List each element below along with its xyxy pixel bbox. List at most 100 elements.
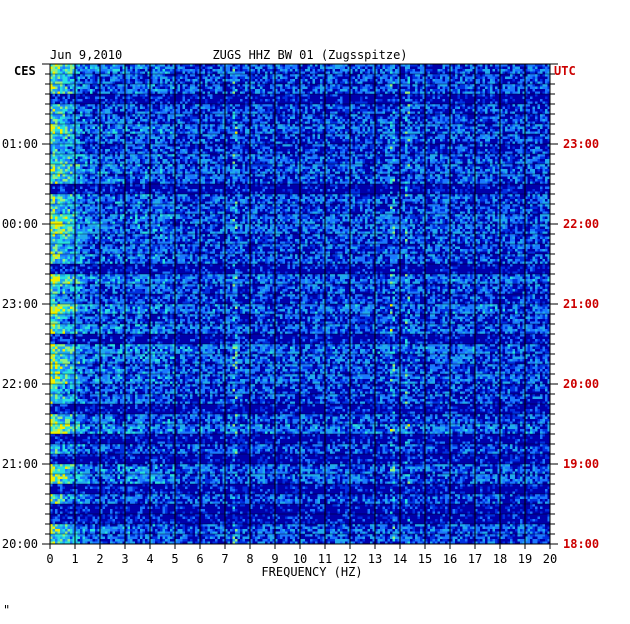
heatmap-cell xyxy=(430,116,433,119)
heatmap-cell xyxy=(257,136,260,139)
heatmap-cell xyxy=(452,89,455,92)
heatmap-cell xyxy=(112,101,115,104)
heatmap-cell xyxy=(130,121,133,124)
heatmap-cell xyxy=(162,71,165,74)
heatmap-cell xyxy=(237,156,240,159)
heatmap-cell xyxy=(530,81,533,84)
heatmap-cell xyxy=(447,66,450,69)
heatmap-cell xyxy=(507,151,510,154)
heatmap-cell xyxy=(397,69,400,72)
heatmap-cell xyxy=(65,131,68,134)
heatmap-cell xyxy=(310,64,313,67)
heatmap-cell xyxy=(127,144,130,147)
heatmap-cell xyxy=(205,144,208,147)
heatmap-cell xyxy=(417,139,420,142)
heatmap-cell xyxy=(165,111,168,114)
heatmap-cell xyxy=(80,111,83,114)
heatmap-cell xyxy=(52,89,55,92)
heatmap-cell xyxy=(145,116,148,119)
heatmap-cell xyxy=(485,126,488,129)
heatmap-cell xyxy=(95,66,98,69)
heatmap-cell xyxy=(247,106,250,109)
heatmap-cell xyxy=(347,129,350,132)
heatmap-cell xyxy=(77,124,80,127)
heatmap-cell xyxy=(137,121,140,124)
heatmap-cell xyxy=(442,104,445,107)
heatmap-cell xyxy=(515,76,518,79)
heatmap-cell xyxy=(290,74,293,77)
heatmap-cell xyxy=(105,69,108,72)
heatmap-cell xyxy=(247,129,250,132)
heatmap-cell xyxy=(62,106,65,109)
heatmap-cell xyxy=(532,144,535,147)
heatmap-cell xyxy=(170,94,173,97)
heatmap-cell xyxy=(200,114,203,117)
heatmap-cell xyxy=(507,159,510,162)
heatmap-cell xyxy=(435,89,438,92)
heatmap-cell xyxy=(462,101,465,104)
heatmap-cell xyxy=(507,124,510,127)
heatmap-cell xyxy=(252,144,255,147)
heatmap-cell xyxy=(130,141,133,144)
heatmap-cell xyxy=(202,104,205,107)
heatmap-cell xyxy=(132,131,135,134)
heatmap-cell xyxy=(202,91,205,94)
heatmap-cell xyxy=(270,126,273,129)
heatmap-cell xyxy=(430,76,433,79)
heatmap-cell xyxy=(257,131,260,134)
heatmap-cell xyxy=(462,114,465,117)
heatmap-cell xyxy=(372,124,375,127)
heatmap-cell xyxy=(245,76,248,79)
heatmap-cell xyxy=(392,156,395,159)
heatmap-cell xyxy=(347,109,350,112)
heatmap-cell xyxy=(355,79,358,82)
heatmap-cell xyxy=(387,71,390,74)
heatmap-cell xyxy=(267,99,270,102)
heatmap-cell xyxy=(312,119,315,122)
heatmap-cell xyxy=(482,136,485,139)
heatmap-cell xyxy=(477,81,480,84)
heatmap-cell xyxy=(435,119,438,122)
heatmap-cell xyxy=(372,121,375,124)
heatmap-cell xyxy=(407,111,410,114)
heatmap-cell xyxy=(477,79,480,82)
heatmap-cell xyxy=(217,159,220,162)
heatmap-cell xyxy=(315,86,318,89)
heatmap-cell xyxy=(370,116,373,119)
heatmap-cell xyxy=(230,124,233,127)
heatmap-cell xyxy=(422,156,425,159)
heatmap-cell xyxy=(150,134,153,137)
heatmap-cell xyxy=(80,69,83,72)
heatmap-cell xyxy=(102,71,105,74)
heatmap-cell xyxy=(442,139,445,142)
heatmap-cell xyxy=(307,161,310,164)
heatmap-cell xyxy=(155,96,158,99)
heatmap-cell xyxy=(175,116,178,119)
heatmap-cell xyxy=(445,156,448,159)
heatmap-cell xyxy=(507,129,510,132)
heatmap-cell xyxy=(510,74,513,77)
heatmap-cell xyxy=(482,151,485,154)
heatmap-cell xyxy=(467,151,470,154)
heatmap-cell xyxy=(90,109,93,112)
heatmap-cell xyxy=(255,104,258,107)
heatmap-cell xyxy=(172,134,175,137)
heatmap-cell xyxy=(52,99,55,102)
heatmap-cell xyxy=(385,64,388,67)
heatmap-cell xyxy=(352,104,355,107)
heatmap-cell xyxy=(130,104,133,107)
heatmap-cell xyxy=(545,104,548,107)
heatmap-cell xyxy=(250,114,253,117)
heatmap-cell xyxy=(65,159,68,162)
heatmap-cell xyxy=(310,116,313,119)
heatmap-cell xyxy=(210,126,213,129)
heatmap-cell xyxy=(502,84,505,87)
heatmap-cell xyxy=(392,126,395,129)
heatmap-cell xyxy=(390,86,393,89)
heatmap-cell xyxy=(510,116,513,119)
heatmap-cell xyxy=(172,129,175,132)
heatmap-cell xyxy=(357,121,360,124)
heatmap-cell xyxy=(272,159,275,162)
heatmap-cell xyxy=(240,109,243,112)
heatmap-cell xyxy=(232,84,235,87)
